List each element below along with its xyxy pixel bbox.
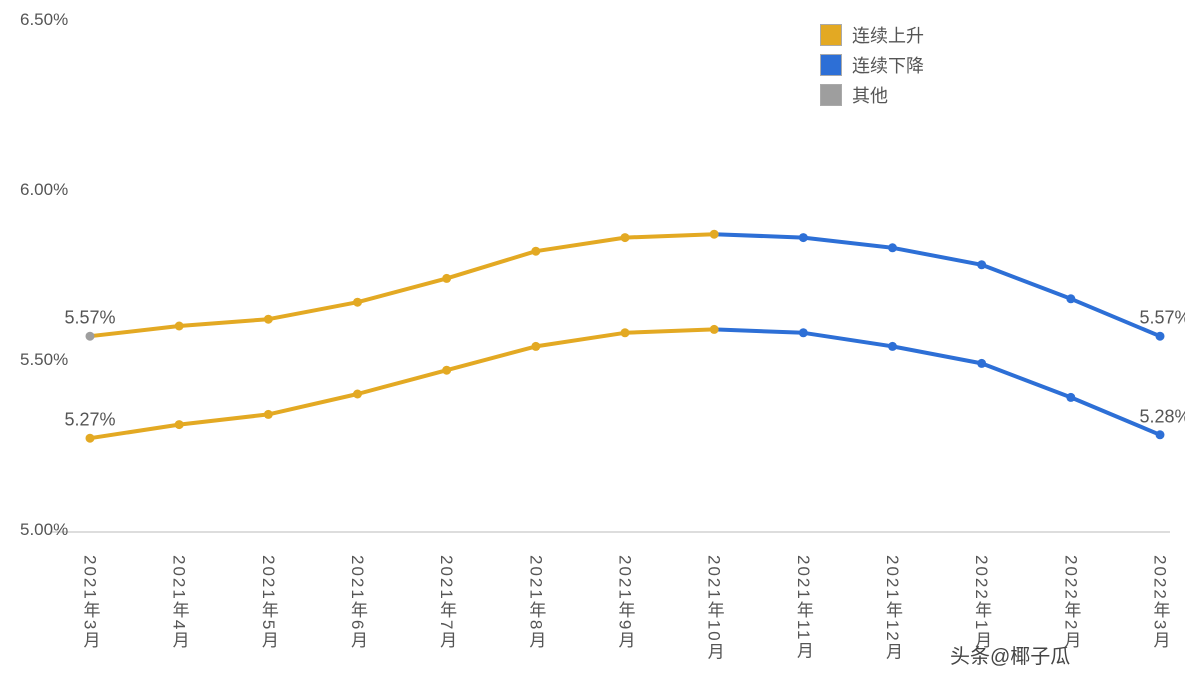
legend-swatch <box>820 84 842 106</box>
x-tick-label: 2022年2月 <box>1058 555 1083 650</box>
x-tick-label: 2021年5月 <box>256 555 281 650</box>
y-tick-label: 5.50% <box>20 350 68 370</box>
x-tick-label: 2021年11月 <box>791 555 816 660</box>
series-value-label: 5.28% <box>1139 406 1185 427</box>
series-value-label: 5.57% <box>64 308 115 329</box>
legend-label: 连续上升 <box>852 22 924 48</box>
legend-swatch <box>820 24 842 46</box>
y-tick-label: 6.50% <box>20 10 68 30</box>
series-value-label: 5.27% <box>64 410 115 431</box>
legend-label: 其他 <box>852 82 888 108</box>
legend-item: 连续下降 <box>820 52 924 78</box>
x-tick-label: 2021年10月 <box>702 555 727 662</box>
x-tick-label: 2022年1月 <box>969 555 994 650</box>
y-tick-label: 6.00% <box>20 180 68 200</box>
legend-item: 其他 <box>820 82 924 108</box>
legend-item: 连续上升 <box>820 22 924 48</box>
y-tick-label: 5.00% <box>20 520 68 540</box>
legend-label: 连续下降 <box>852 52 924 78</box>
x-tick-label: 2021年6月 <box>345 555 370 650</box>
legend: 连续上升连续下降其他 <box>820 22 924 112</box>
x-tick-label: 2021年8月 <box>523 555 548 650</box>
x-tick-label: 2021年9月 <box>613 555 638 650</box>
x-tick-label: 2021年7月 <box>434 555 459 650</box>
x-tick-label: 2022年3月 <box>1148 555 1173 650</box>
watermark: 头条@椰子瓜 <box>950 640 1070 669</box>
x-tick-label: 2021年4月 <box>167 555 192 650</box>
legend-swatch <box>820 54 842 76</box>
series-value-label: 5.57% <box>1139 308 1185 329</box>
x-tick-label: 2021年3月 <box>78 555 103 650</box>
x-tick-label: 2021年12月 <box>880 555 905 662</box>
chart-container: 5.00% 5.50% 6.00% 6.50% 2021年3月 2021年4月 2021年… <box>0 0 1185 679</box>
